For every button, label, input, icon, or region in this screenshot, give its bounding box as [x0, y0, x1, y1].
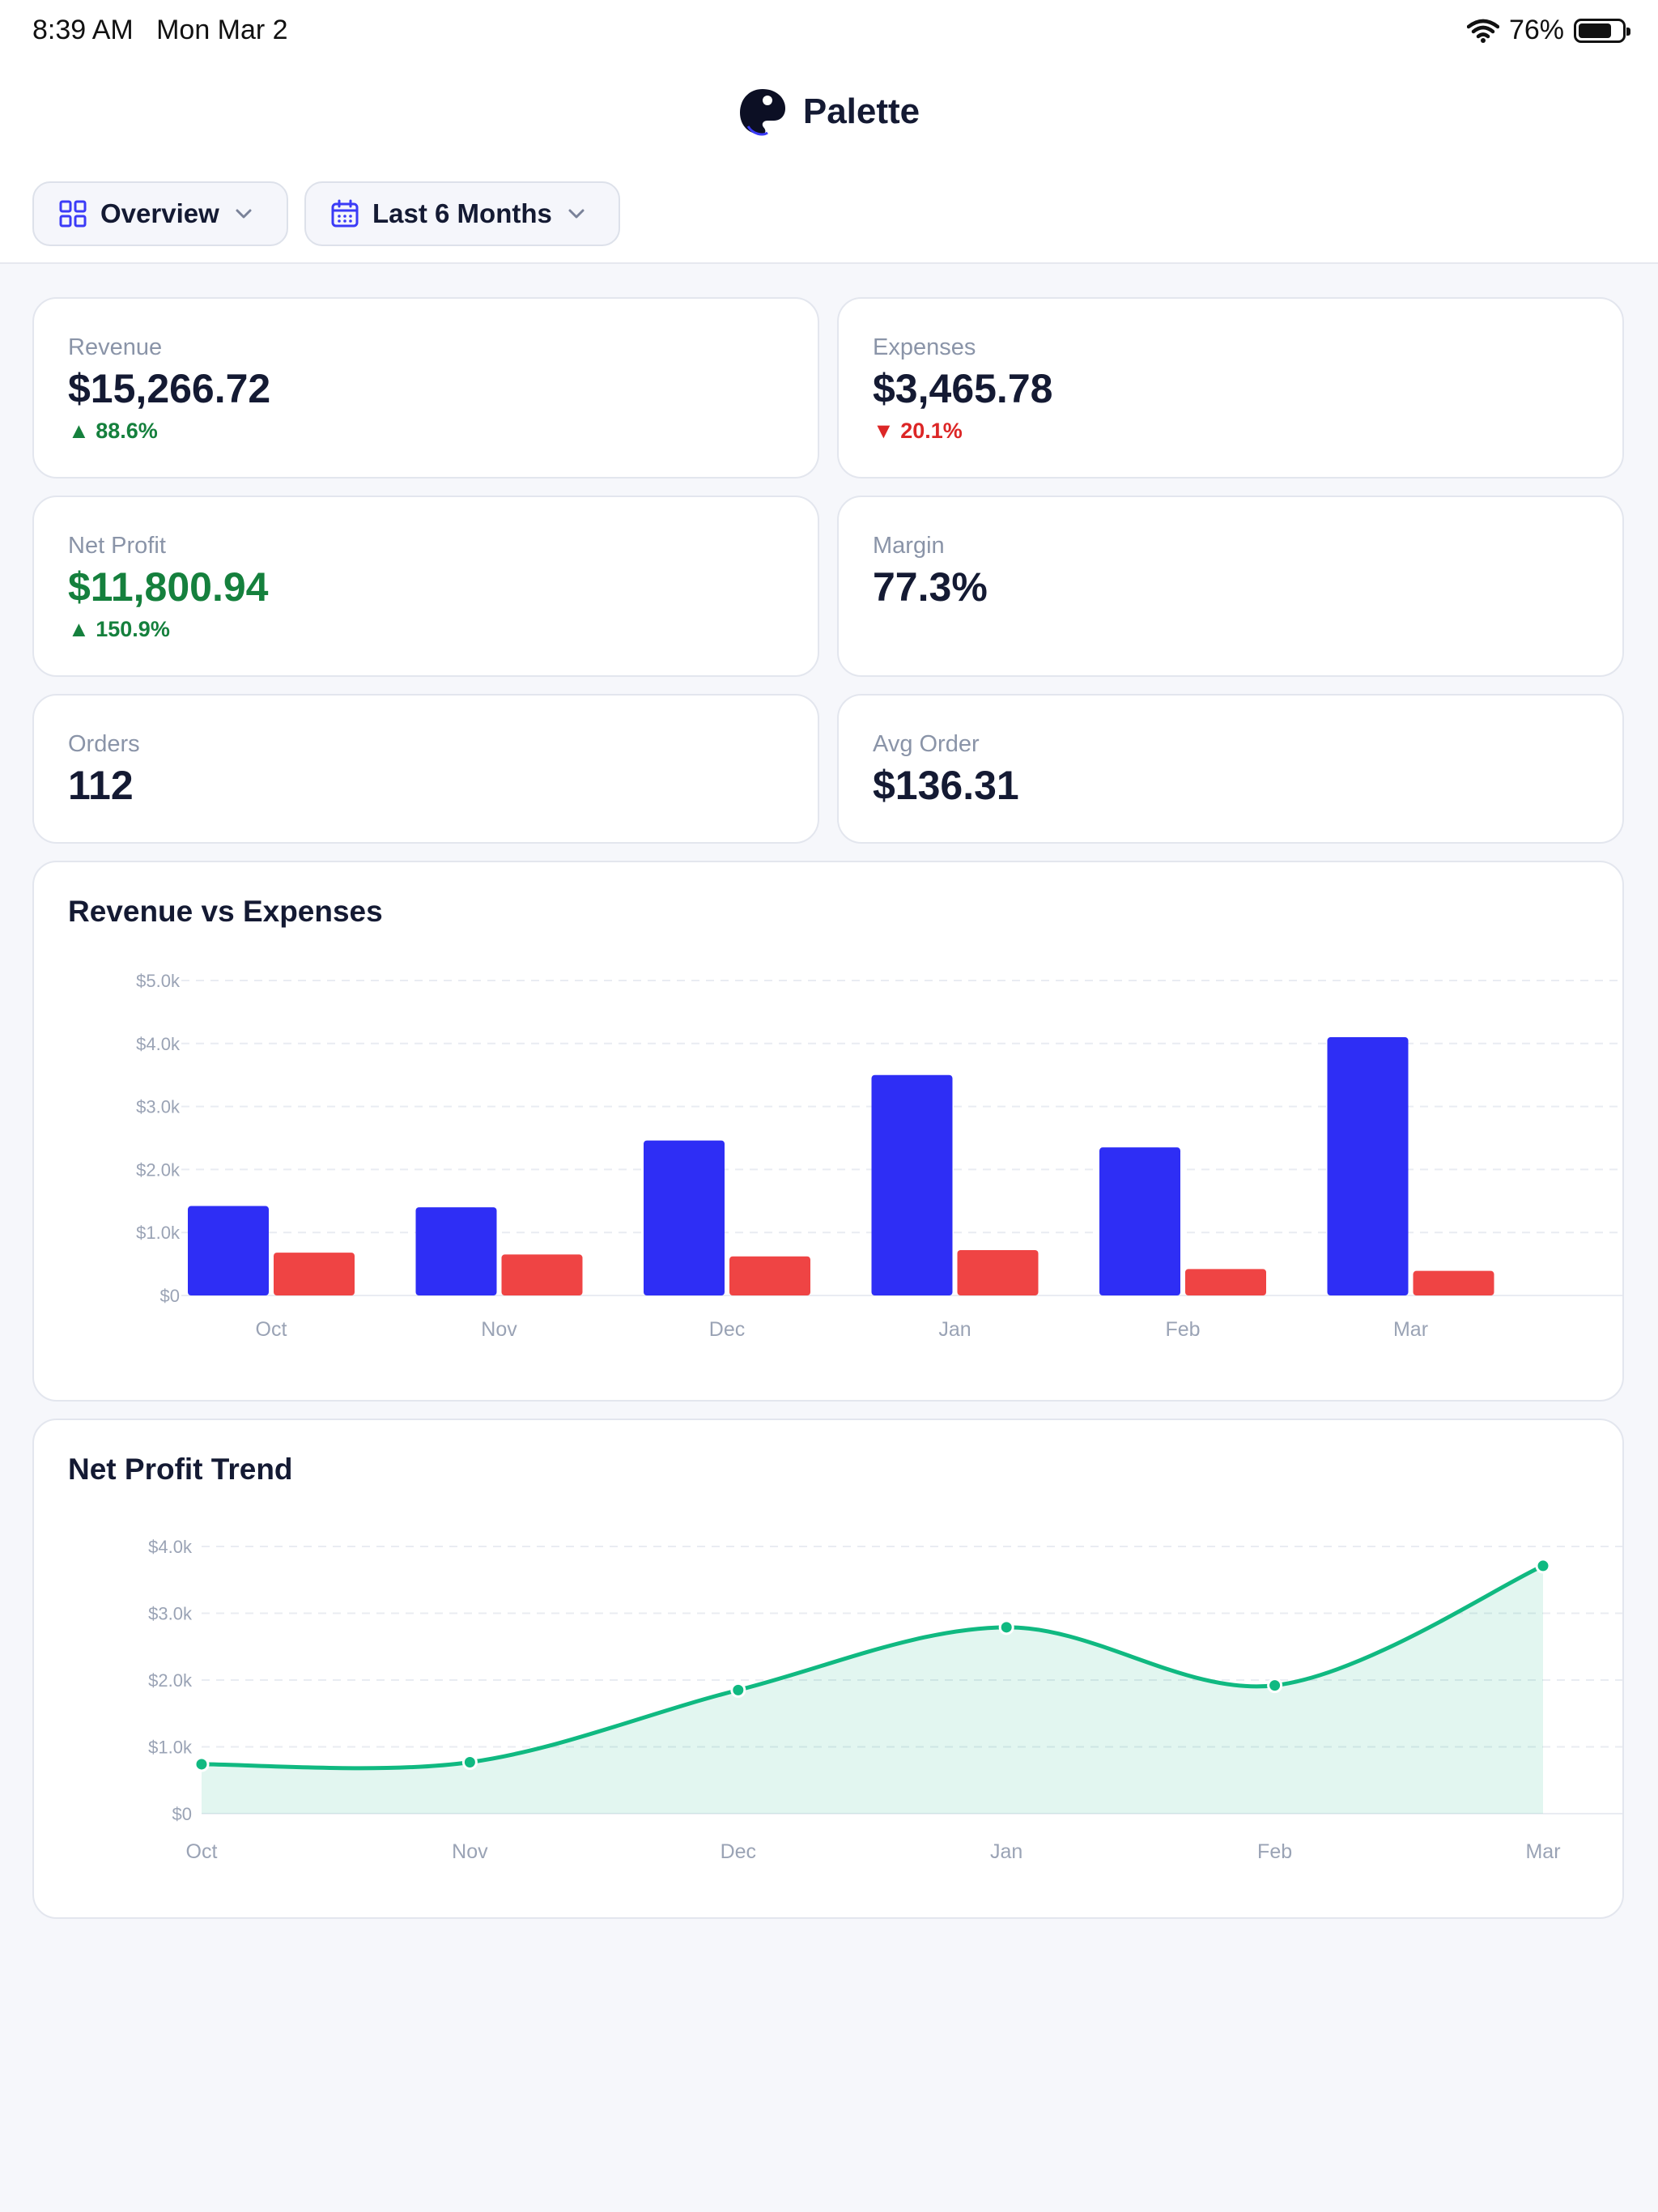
- revenue-card: Revenue $15,266.72 ▲ 88.6%: [32, 297, 819, 479]
- profit-area: [202, 1565, 1543, 1814]
- y-tick-label: $3.0k: [136, 1097, 181, 1117]
- x-tick-label: Dec: [721, 1840, 756, 1863]
- battery-percent: 76%: [1508, 15, 1564, 45]
- grid-icon: [59, 200, 87, 228]
- y-tick-label: $5.0k: [136, 971, 181, 991]
- chart-title: Revenue vs Expenses: [68, 895, 383, 928]
- battery-level: [1579, 23, 1611, 38]
- palette-logo-icon: [739, 89, 785, 136]
- chevron-down-icon: [236, 209, 252, 219]
- x-tick-label: Jan: [990, 1840, 1022, 1863]
- view-filter-label: Overview: [100, 198, 219, 228]
- chevron-down-icon: [568, 209, 585, 219]
- stat-label: Orders: [68, 731, 140, 757]
- stat-change-down: ▼ 20.1%: [873, 419, 963, 444]
- y-tick-label: $3.0k: [148, 1604, 193, 1624]
- expenses-bar: [729, 1256, 810, 1295]
- profit-point: [193, 1756, 210, 1772]
- stat-value: $3,465.78: [873, 366, 1053, 411]
- wifi-icon: [1466, 19, 1499, 43]
- profit-point: [730, 1682, 746, 1698]
- y-tick-label: $0: [172, 1804, 192, 1824]
- stat-label: Avg Order: [873, 731, 980, 757]
- x-tick-label: Feb: [1257, 1840, 1292, 1863]
- expenses-card: Expenses $3,465.78 ▼ 20.1%: [837, 297, 1624, 479]
- stat-change-up: ▲ 150.9%: [68, 617, 170, 642]
- view-filter-dropdown[interactable]: Overview: [32, 181, 288, 246]
- stat-value: 112: [68, 763, 134, 808]
- x-tick-label: Mar: [1525, 1840, 1560, 1863]
- date-range-label: Last 6 Months: [372, 198, 552, 228]
- net-profit-trend-chart: $0 $1.0k $2.0k $3.0k $4.0k Oct Nov Dec Jan Feb Mar: [148, 1537, 1622, 1863]
- app-brand: Palette: [0, 86, 1658, 138]
- stat-change-value: 88.6%: [96, 419, 158, 443]
- triangle-up-icon: ▲: [68, 617, 90, 641]
- status-bar-time: 8:39 AM Mon Mar 2: [32, 15, 288, 46]
- x-tick-label: Feb: [1165, 1318, 1200, 1341]
- revenue-bar: [1327, 1037, 1409, 1295]
- revenue-bar: [644, 1140, 725, 1295]
- date-range-dropdown[interactable]: Last 6 Months: [304, 181, 620, 246]
- stat-change-value: 150.9%: [96, 617, 170, 641]
- stat-change-value: 20.1%: [900, 419, 963, 443]
- expenses-bar: [1413, 1270, 1494, 1295]
- chart-title: Net Profit Trend: [68, 1453, 293, 1486]
- profit-line: [199, 1563, 1545, 1771]
- profit-point: [998, 1619, 1014, 1636]
- stat-label: Net Profit: [68, 533, 166, 559]
- y-tick-label: $0: [160, 1286, 180, 1306]
- y-tick-label: $4.0k: [136, 1034, 181, 1054]
- margin-card: Margin 77.3%: [837, 496, 1624, 677]
- y-tick-label: $2.0k: [136, 1159, 181, 1180]
- x-tick-label: Nov: [481, 1318, 517, 1341]
- revenue-bar: [415, 1207, 497, 1295]
- status-bar-right: 76%: [1466, 15, 1630, 46]
- stat-change-up: ▲ 88.6%: [68, 419, 158, 444]
- y-tick-label: $1.0k: [136, 1223, 181, 1243]
- net-profit-card: Net Profit $11,800.94 ▲ 150.9%: [32, 496, 819, 677]
- x-tick-label: Mar: [1393, 1318, 1428, 1341]
- calendar-icon: [331, 199, 359, 228]
- stat-label: Expenses: [873, 334, 976, 360]
- expenses-bar: [1185, 1269, 1266, 1295]
- expenses-bar: [957, 1249, 1039, 1295]
- x-tick-label: Oct: [186, 1840, 218, 1863]
- triangle-up-icon: ▲: [68, 419, 90, 443]
- x-tick-label: Jan: [938, 1318, 971, 1341]
- stat-label: Revenue: [68, 334, 163, 360]
- orders-card: Orders 112: [32, 694, 819, 844]
- y-tick-label: $4.0k: [148, 1537, 193, 1557]
- revenue-bar: [188, 1206, 269, 1295]
- battery-icon: [1574, 18, 1630, 43]
- y-tick-label: $1.0k: [148, 1738, 193, 1758]
- avg-order-card: Avg Order $136.31: [837, 694, 1624, 844]
- net-profit-trend-card: Net Profit Trend $0 $1.0k $2.0k $3.0k $4.0k O…: [32, 1419, 1624, 1919]
- profit-point: [1267, 1678, 1283, 1694]
- y-tick-label: $2.0k: [148, 1670, 193, 1691]
- top-bar: 8:39 AM Mon Mar 2 76% Palette Overview: [0, 0, 1658, 264]
- revenue-bar: [871, 1074, 953, 1295]
- x-tick-label: Dec: [709, 1318, 745, 1341]
- status-date: Mon Mar 2: [156, 15, 288, 45]
- revenue-expenses-chart-card: Revenue vs Expenses $0 $1.0k $2.0k $3.0k $4.…: [32, 861, 1624, 1402]
- stat-value: 77.3%: [873, 564, 988, 610]
- triangle-down-icon: ▼: [873, 419, 895, 443]
- x-tick-label: Oct: [256, 1318, 287, 1341]
- revenue-bar: [1099, 1147, 1180, 1295]
- revenue-expenses-chart: $0 $1.0k $2.0k $3.0k $4.0k $5.0k Oct Nov Dec Jan F…: [136, 971, 1622, 1341]
- profit-point: [461, 1754, 478, 1770]
- stat-value: $15,266.72: [68, 366, 271, 411]
- expenses-bar: [501, 1254, 583, 1295]
- stat-value: $136.31: [873, 763, 1019, 808]
- app-name: Palette: [802, 91, 920, 131]
- profit-point: [1535, 1558, 1551, 1574]
- stat-label: Margin: [873, 533, 945, 559]
- x-tick-label: Nov: [452, 1840, 488, 1863]
- stat-value: $11,800.94: [68, 564, 269, 610]
- expenses-bar: [274, 1253, 355, 1295]
- status-time: 8:39 AM: [32, 15, 134, 45]
